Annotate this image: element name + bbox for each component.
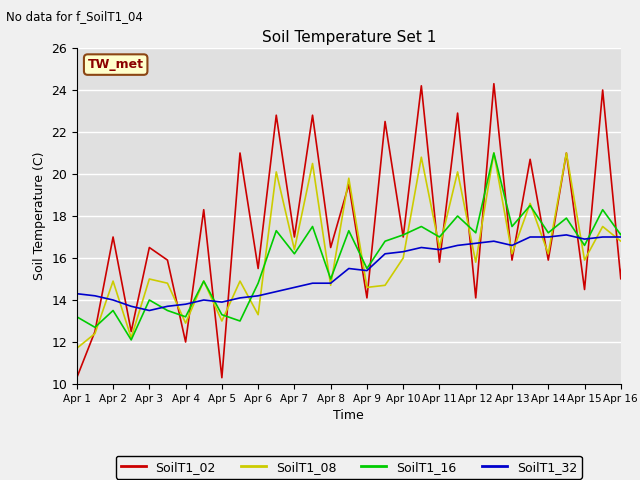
Text: No data for f_SoilT1_04: No data for f_SoilT1_04 bbox=[6, 10, 143, 23]
Text: TW_met: TW_met bbox=[88, 58, 144, 71]
Y-axis label: Soil Temperature (C): Soil Temperature (C) bbox=[33, 152, 45, 280]
X-axis label: Time: Time bbox=[333, 409, 364, 422]
Title: Soil Temperature Set 1: Soil Temperature Set 1 bbox=[262, 30, 436, 46]
Legend: SoilT1_02, SoilT1_08, SoilT1_16, SoilT1_32: SoilT1_02, SoilT1_08, SoilT1_16, SoilT1_… bbox=[116, 456, 582, 479]
